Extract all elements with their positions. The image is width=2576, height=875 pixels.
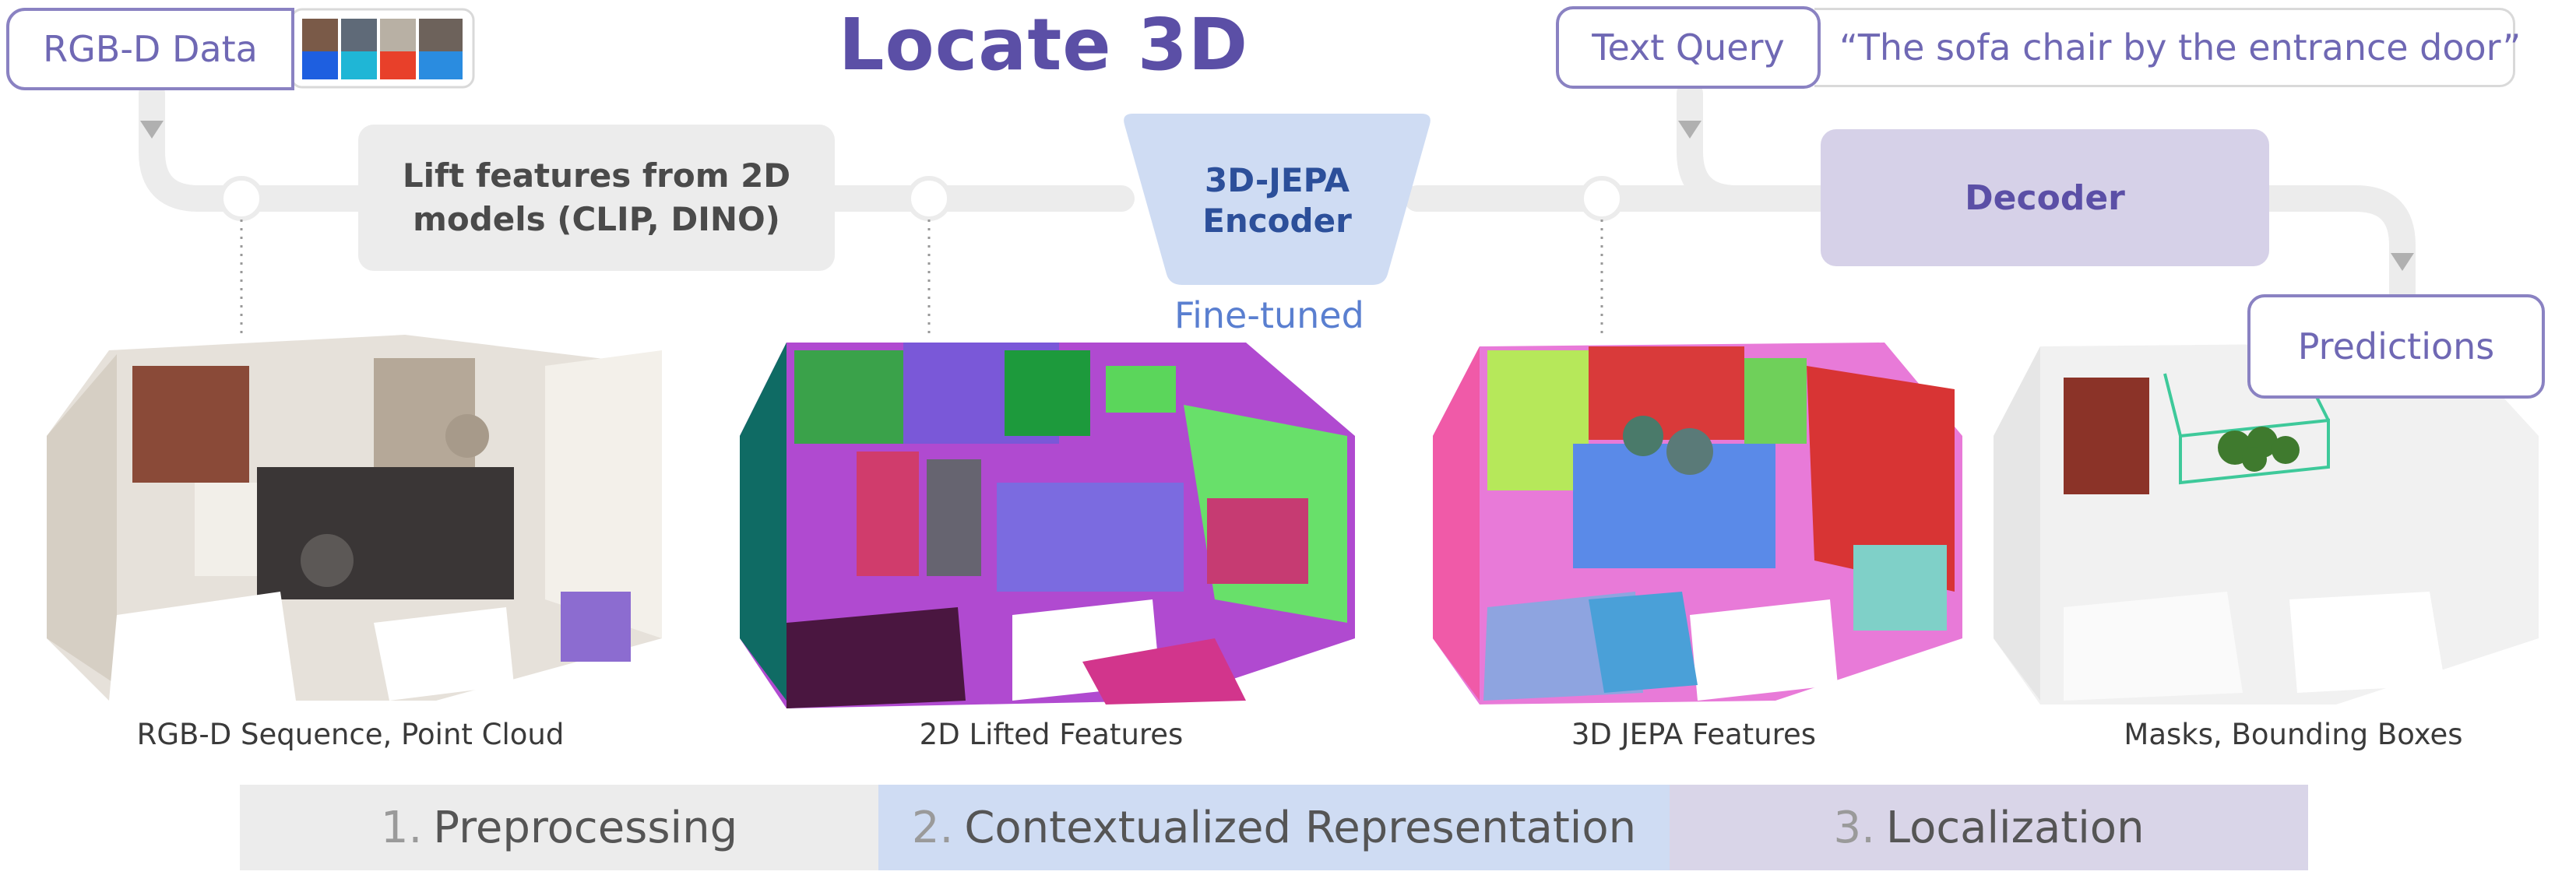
point-cloud-predictions (1994, 343, 2539, 705)
stage-number: 3. (1833, 802, 1875, 853)
predicted-mask (2218, 427, 2300, 472)
panel-caption: Masks, Bounding Boxes (2124, 718, 2463, 751)
point-cloud-rgb (47, 335, 662, 701)
arrow-down-icon (2391, 253, 2414, 271)
decoder-box: Decoder (1821, 129, 2269, 266)
fine-tuned-label: Fine-tuned (1174, 294, 1364, 336)
flow-connector (139, 80, 2416, 309)
encoder-label: 3D-JEPA Encoder (1202, 161, 1352, 240)
stage-contextualized: 2. Contextualized Representation (878, 785, 1670, 870)
predictions-label: Predictions (2247, 294, 2545, 399)
arrow-down-icon (140, 121, 164, 139)
panel-caption: 3D JEPA Features (1571, 718, 1817, 751)
stage-label: Contextualized Representation (964, 802, 1637, 853)
junction-dots (219, 176, 1624, 221)
page-title: Locate 3D (838, 2, 1249, 86)
stage-preprocessing: 1. Preprocessing (240, 785, 878, 870)
text-query-label: Text Query (1556, 6, 1821, 89)
encoder-trapezoid (1124, 114, 1431, 285)
point-cloud-lifted (740, 343, 1355, 708)
point-cloud-jepa (1433, 343, 1962, 705)
arrow-down-icon (1678, 121, 1701, 139)
query-text: “The sofa chair by the entrance door” (1839, 26, 2521, 69)
query-text-frame (1814, 8, 2515, 87)
stage-label: Localization (1885, 802, 2145, 853)
stage-label: Preprocessing (433, 802, 738, 853)
rgbd-data-label: RGB-D Data (6, 8, 294, 90)
stage-number: 2. (911, 802, 954, 853)
stage-number: 1. (380, 802, 423, 853)
rgbd-thumbnails (290, 8, 475, 89)
panel-caption: 2D Lifted Features (919, 718, 1184, 751)
stage-localization: 3. Localization (1670, 785, 2308, 870)
lift-features-box: Lift features from 2D models (CLIP, DINO… (358, 125, 835, 271)
panel-caption: RGB-D Sequence, Point Cloud (136, 718, 565, 751)
